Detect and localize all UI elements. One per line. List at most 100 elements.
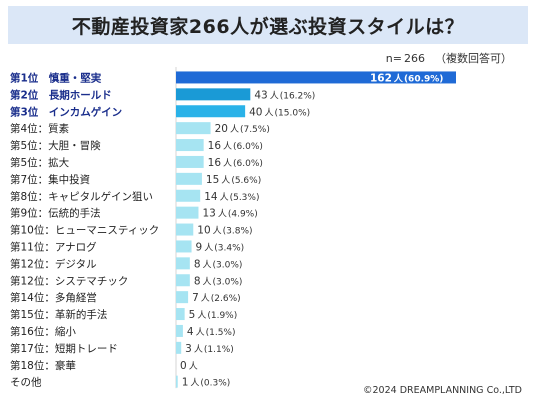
category-label: 第14位：多角経営 [10, 291, 97, 304]
value-number: 3 [185, 343, 192, 355]
bar [176, 172, 202, 185]
copyright-footer: ©2024 DREAMPLANNING Co.,LTD [363, 385, 522, 396]
value-number: 8 [194, 275, 201, 287]
bar [176, 155, 204, 168]
value-number: 7 [192, 292, 199, 304]
value-number: 13 [202, 208, 215, 220]
category-label: 第7位：集中投資 [10, 173, 90, 186]
bar [176, 240, 192, 253]
category-label: 第11位：アナログ [10, 240, 97, 253]
value-number: 43 [254, 89, 267, 101]
value-unit: 人 [223, 141, 232, 152]
value-unit: 人 [223, 158, 232, 169]
value-label: 15 人(5.6%) [206, 174, 261, 186]
value-percent: (3.8%) [223, 227, 253, 237]
value-label: 40 人(15.0%) [249, 106, 310, 118]
value-unit: 人 [230, 124, 239, 135]
category-label: 第2位 長期ホールド [10, 88, 112, 101]
value-unit: 人 [265, 107, 274, 118]
value-percent: (6.0%) [233, 142, 263, 152]
category-label: 第4位：質素 [10, 122, 69, 135]
value-percent: (16.2%) [280, 91, 316, 101]
bar [176, 375, 178, 388]
value-label: 8 人(3.0%) [194, 258, 243, 270]
category-label: 第9位：伝統的手法 [10, 207, 101, 220]
value-unit: 人 [270, 90, 279, 101]
bar [176, 223, 194, 236]
category-label: 第12位：デジタル [10, 257, 97, 270]
value-label: 16 人(6.0%) [208, 140, 263, 152]
bar [176, 105, 246, 118]
value-label: 162 人(60.9%) [370, 72, 443, 84]
value-percent: (5.3%) [230, 193, 260, 203]
title-bar: 不動産投資家266人が選ぶ投資スタイルは？ [8, 6, 528, 44]
value-number: 14 [204, 191, 218, 203]
value-number: 4 [187, 326, 194, 338]
value-unit: 人 [189, 361, 198, 372]
value-unit: 人 [213, 226, 222, 237]
chart-title: 不動産投資家266人が選ぶ投資スタイルは？ [71, 15, 465, 38]
value-percent: (7.5%) [240, 125, 270, 135]
value-label: 4 人(1.5%) [187, 326, 236, 338]
category-label: 第10位：ヒューマニスティック [10, 224, 159, 237]
bar [176, 71, 456, 84]
value-label: 20 人(7.5%) [215, 123, 270, 135]
value-label: 9 人(3.4%) [196, 241, 245, 253]
value-percent: (1.1%) [204, 345, 234, 355]
value-number: 20 [215, 123, 228, 135]
value-unit: 人 [218, 209, 227, 220]
category-label: 第8位：キャピタルゲイン狙い [10, 190, 153, 203]
bar [176, 257, 190, 270]
value-number: 16 [208, 157, 222, 169]
value-label: 10 人(3.8%) [197, 225, 252, 237]
multiple-answers-note: （複数回答可） [435, 52, 512, 65]
sample-n-label: n= [385, 52, 402, 65]
value-percent: (5.6%) [231, 176, 261, 186]
value-percent: (3.0%) [213, 277, 243, 287]
category-label: 第3位 インカムゲイン [10, 105, 122, 118]
category-label: 第17位：短期トレード [10, 342, 118, 355]
bar [176, 291, 189, 304]
value-unit: 人 [196, 327, 205, 338]
value-number: 9 [196, 241, 203, 253]
value-label: 8 人(3.0%) [194, 275, 243, 287]
value-label: 7 人(2.6%) [192, 292, 241, 304]
bar [176, 274, 190, 287]
value-unit: 人 [190, 378, 199, 389]
value-label: 3 人(1.1%) [185, 343, 234, 355]
sample-size-note: n= 266 （複数回答可） [386, 50, 512, 66]
value-number: 10 [197, 225, 210, 237]
value-number: 162 [370, 72, 392, 84]
value-number: 5 [189, 309, 196, 321]
category-label: 第16位：縮小 [10, 325, 76, 338]
category-label: 第5位：拡大 [10, 156, 70, 169]
value-unit: 人 [201, 293, 210, 304]
value-percent: (1.9%) [207, 311, 237, 321]
category-label: 第18位：豪華 [10, 359, 76, 372]
value-label: 1 人(0.3%) [182, 377, 231, 389]
value-unit: 人 [221, 175, 230, 186]
value-percent: (0.3%) [200, 379, 230, 389]
value-unit: 人 [220, 192, 229, 203]
bar [176, 206, 199, 219]
bar [176, 324, 183, 337]
value-number: 1 [182, 377, 189, 389]
bar [176, 88, 251, 101]
category-label: 第12位：システマチック [10, 274, 128, 287]
value-percent: (2.6%) [211, 294, 241, 304]
category-label: 第1位 慎重・堅実 [10, 71, 102, 84]
bar [176, 308, 185, 321]
value-number: 40 [249, 106, 262, 118]
value-number: 16 [208, 140, 222, 152]
value-percent: (6.0%) [233, 159, 263, 169]
value-unit: 人 [203, 259, 212, 270]
value-percent: (4.9%) [228, 210, 258, 220]
value-number: 15 [206, 174, 219, 186]
value-percent: (60.9%) [404, 74, 443, 84]
value-percent: (1.5%) [206, 328, 236, 338]
bar [176, 189, 201, 202]
value-unit: 人 [204, 242, 213, 253]
value-percent: (3.0%) [213, 260, 243, 270]
